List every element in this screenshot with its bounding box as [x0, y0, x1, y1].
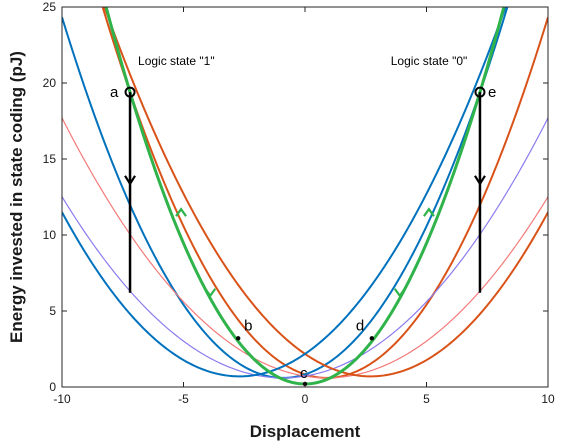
green-arrow-1-up	[175, 207, 187, 217]
green-arrow-4-up	[423, 207, 435, 217]
overlays-layer: a b c d e Logic state "1" Logic state "0"	[110, 54, 496, 387]
y-tick-label: 0	[49, 380, 56, 394]
x-tick-label: -5	[178, 392, 189, 406]
annotation-1: Logic state "1"	[138, 54, 215, 68]
transition-arrow-1	[124, 175, 136, 186]
point-label-a: a	[110, 84, 119, 101]
point-marker-e	[474, 86, 486, 98]
y-axis-label: Energy invested in state coding (pJ)	[7, 51, 26, 343]
point-label-c: c	[300, 365, 308, 382]
plot-area	[62, 7, 548, 387]
green-arrow-3-down	[393, 288, 406, 298]
series-line-6-blue	[62, 7, 507, 378]
green-arrow-2-down	[204, 288, 217, 298]
y-tick-label: 25	[43, 0, 57, 14]
transition-arrow-2	[474, 175, 486, 186]
point-marker-d	[369, 336, 375, 341]
y-tick-label: 15	[43, 152, 57, 166]
ticks-layer: -10 -5 0 5 10 0 5 10 15 20 25	[43, 0, 555, 406]
annotation-2: Logic state "0"	[391, 54, 468, 68]
x-tick-label: -10	[53, 392, 71, 406]
point-label-b: b	[244, 317, 252, 334]
x-tick-label: 5	[423, 392, 430, 406]
series-line-2-blue	[62, 7, 509, 379]
point-marker-b	[235, 336, 241, 341]
x-tick-label: 10	[541, 392, 555, 406]
point-label-d: d	[356, 317, 364, 334]
y-tick-label: 20	[43, 76, 57, 90]
x-tick-label: 0	[302, 392, 309, 406]
y-tick-label: 10	[43, 228, 57, 242]
point-label-e: e	[488, 84, 496, 101]
series-line-4-light_purple	[62, 117, 548, 379]
y-tick-label: 5	[49, 304, 56, 318]
point-marker-a	[124, 86, 136, 98]
x-axis-label: Displacement	[250, 422, 361, 441]
